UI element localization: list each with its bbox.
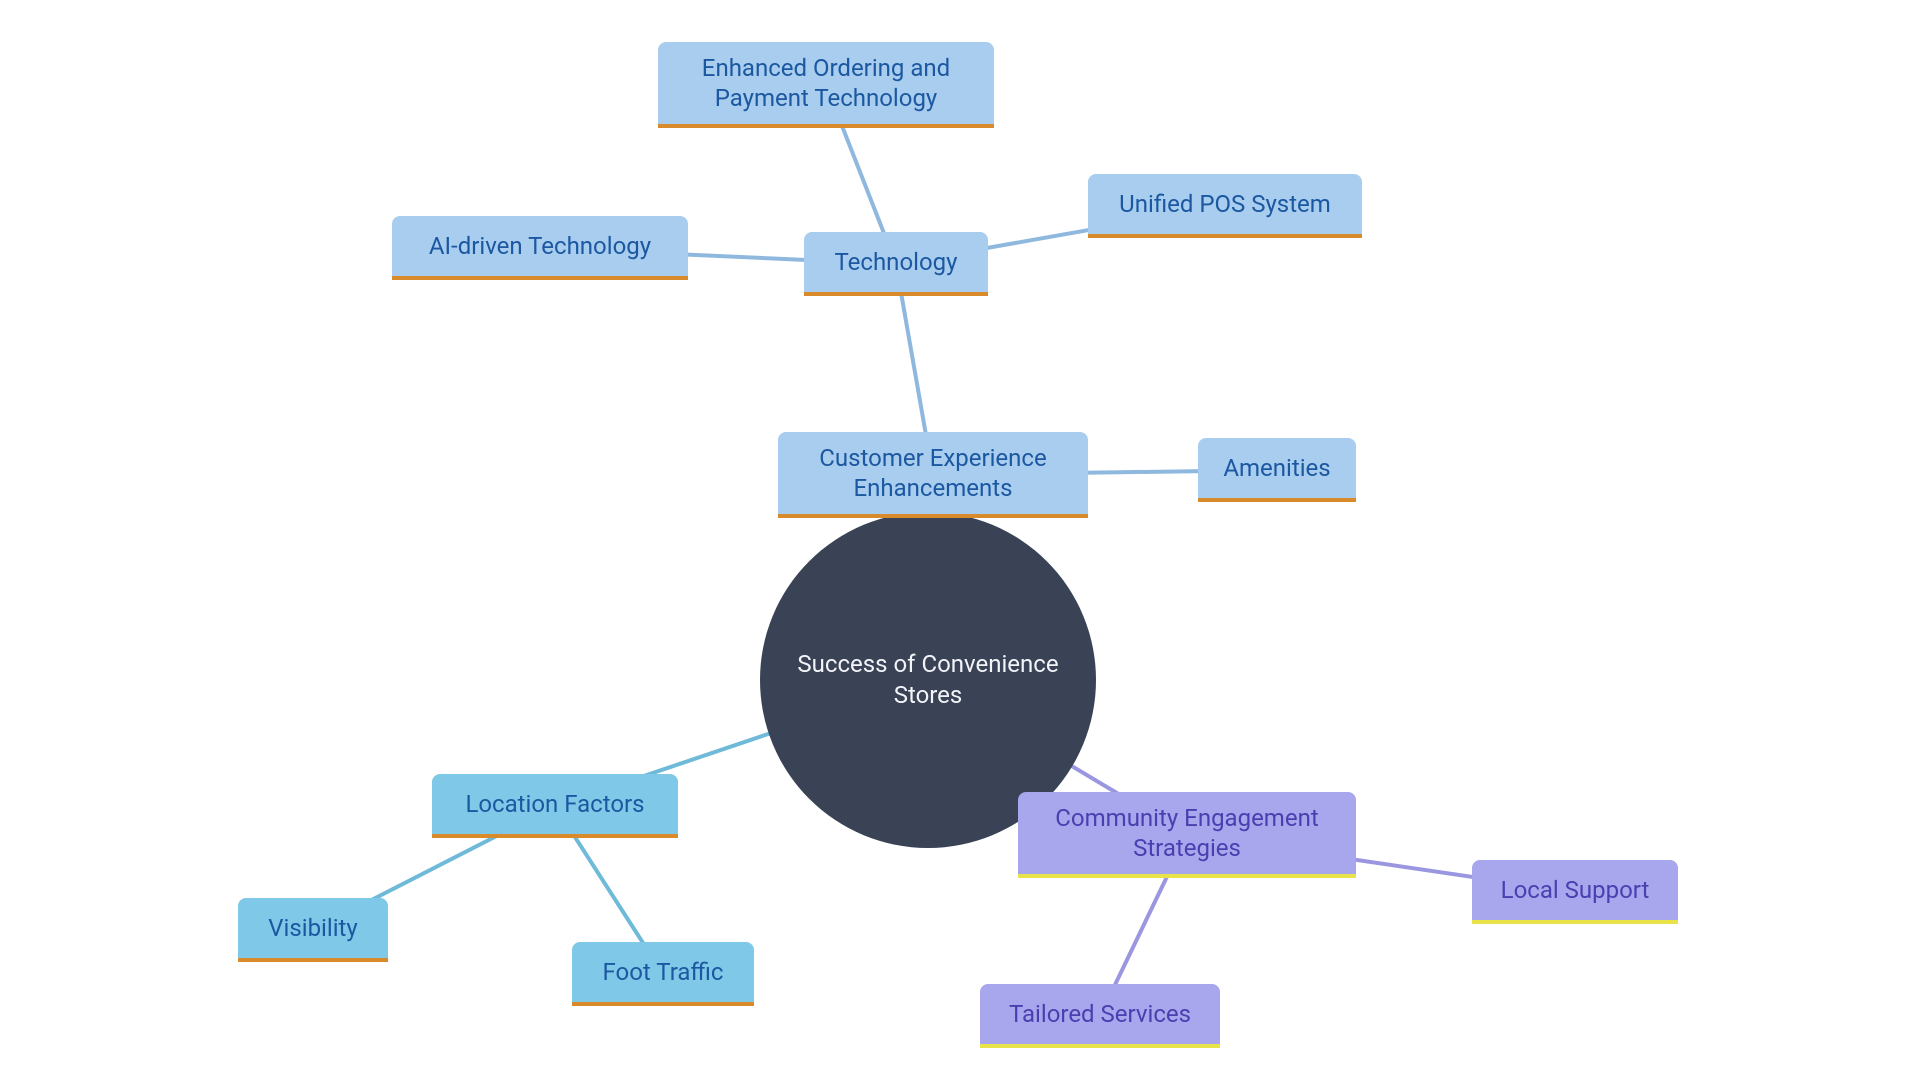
- node-comm: Community Engagement Strategies: [1018, 792, 1356, 878]
- node-label: Tailored Services: [1009, 999, 1191, 1029]
- node-vis: Visibility: [238, 898, 388, 962]
- node-label: Location Factors: [465, 789, 644, 819]
- node-label: Amenities: [1223, 453, 1330, 483]
- node-label: Enhanced Ordering and Payment Technology: [676, 53, 976, 113]
- node-tailor: Tailored Services: [980, 984, 1220, 1048]
- node-label: AI-driven Technology: [429, 231, 651, 261]
- node-loc: Location Factors: [432, 774, 678, 838]
- node-foot: Foot Traffic: [572, 942, 754, 1006]
- node-cx: Customer Experience Enhancements: [778, 432, 1088, 518]
- node-amen: Amenities: [1198, 438, 1356, 502]
- diagram-canvas: Success of Convenience Stores Technology E…: [0, 0, 1920, 1080]
- node-label: Unified POS System: [1119, 189, 1331, 219]
- node-label: Local Support: [1501, 875, 1650, 905]
- center-label: Success of Convenience Stores: [780, 649, 1076, 711]
- node-local: Local Support: [1472, 860, 1678, 924]
- node-pos: Unified POS System: [1088, 174, 1362, 238]
- node-label: Community Engagement Strategies: [1036, 803, 1338, 863]
- node-tech: Technology: [804, 232, 988, 296]
- node-label: Customer Experience Enhancements: [796, 443, 1070, 503]
- node-label: Foot Traffic: [603, 957, 724, 987]
- node-label: Visibility: [268, 913, 358, 943]
- node-ai: AI-driven Technology: [392, 216, 688, 280]
- node-label: Technology: [835, 247, 958, 277]
- node-enhanced: Enhanced Ordering and Payment Technology: [658, 42, 994, 128]
